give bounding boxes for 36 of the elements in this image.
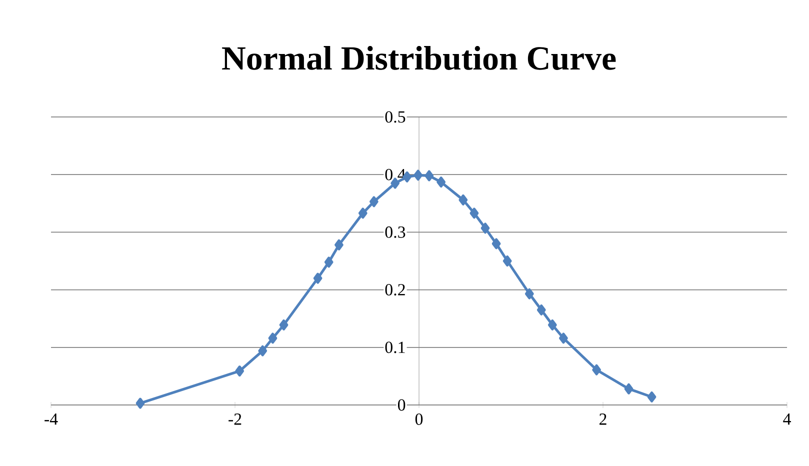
point bbox=[458, 194, 468, 206]
point bbox=[414, 170, 423, 181]
point bbox=[369, 196, 378, 208]
point bbox=[502, 256, 512, 266]
point bbox=[136, 398, 145, 409]
point bbox=[279, 319, 288, 330]
y-tick-label: 0 bbox=[398, 399, 406, 411]
x-tick-label: 4 bbox=[783, 414, 791, 425]
point bbox=[258, 345, 268, 356]
point bbox=[334, 239, 344, 250]
point bbox=[324, 256, 334, 268]
point bbox=[492, 238, 501, 250]
point bbox=[424, 170, 434, 182]
x-tick-label: 2 bbox=[600, 414, 606, 425]
x-tick-label: -2 bbox=[228, 414, 242, 425]
y-tick-label: 0.5 bbox=[385, 111, 406, 123]
point bbox=[313, 272, 322, 284]
point bbox=[268, 332, 278, 344]
x-tick-label: -4 bbox=[44, 414, 58, 425]
point bbox=[524, 288, 534, 300]
point bbox=[559, 332, 568, 344]
point bbox=[624, 383, 634, 394]
point bbox=[548, 319, 557, 330]
point bbox=[647, 391, 656, 402]
point bbox=[470, 208, 479, 219]
point bbox=[436, 176, 446, 188]
point bbox=[592, 364, 601, 376]
point bbox=[358, 208, 368, 219]
y-tick-label: 0.1 bbox=[385, 342, 405, 354]
point bbox=[536, 304, 546, 316]
point bbox=[235, 366, 244, 376]
x-tick-label: 0 bbox=[415, 414, 423, 425]
y-tick-label: 0.2 bbox=[385, 284, 405, 296]
point bbox=[480, 222, 490, 234]
chart-title: Normal Distribution Curve bbox=[222, 46, 616, 70]
y-tick-label: 0.3 bbox=[385, 226, 406, 238]
